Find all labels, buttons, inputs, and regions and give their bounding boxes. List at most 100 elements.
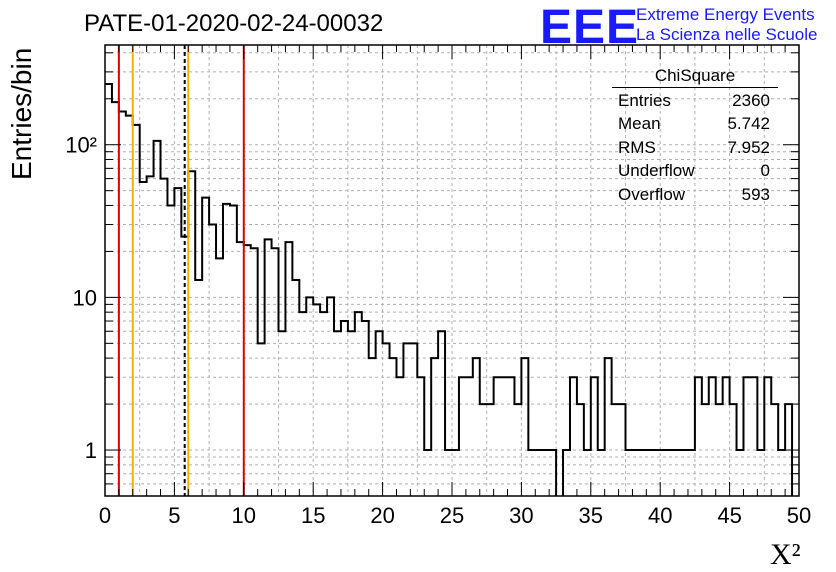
stats-label: Underflow	[618, 161, 695, 181]
histogram-bin	[612, 404, 619, 496]
histogram-bin	[674, 450, 681, 496]
histogram-bin	[716, 404, 723, 496]
x-tick-label: 30	[509, 503, 533, 528]
histogram-bin	[459, 377, 466, 496]
x-tick-label: 15	[301, 503, 325, 528]
histogram-bin	[452, 450, 459, 496]
y-axis-label: Entries/bin	[6, 47, 37, 180]
stats-row: RMS 7.952	[612, 138, 778, 161]
stats-row: Underflow 0	[612, 161, 778, 184]
histogram-bin	[424, 450, 431, 496]
histogram-bin	[723, 377, 730, 496]
histogram-bin	[313, 304, 320, 496]
histogram-bin	[188, 171, 195, 496]
x-tick-label: 45	[717, 503, 741, 528]
histogram-bin	[508, 377, 515, 496]
histogram-bin	[306, 297, 313, 496]
stats-label: Entries	[618, 91, 671, 110]
histogram-bin	[743, 377, 750, 496]
histogram-bin	[390, 358, 397, 496]
histogram-bin	[681, 450, 688, 496]
histogram-bin	[195, 280, 202, 496]
histogram-bin	[598, 450, 605, 496]
histogram-bin	[619, 404, 626, 496]
histogram-bin	[112, 102, 119, 496]
histogram-bin	[528, 450, 535, 496]
logo-line-2: La Scienza nelle Scuole	[636, 25, 818, 44]
histogram-bin	[737, 450, 744, 496]
histogram-bin	[632, 450, 639, 496]
stats-label: Overflow	[618, 184, 686, 204]
histogram-bin	[126, 116, 133, 496]
histogram-bins	[105, 82, 794, 496]
histogram-bin	[466, 377, 473, 496]
histogram-bin	[549, 450, 556, 496]
histogram-bin	[750, 377, 757, 496]
x-tick-label: 20	[370, 503, 394, 528]
histogram-bin	[133, 125, 140, 496]
stats-row: Mean 5.742	[612, 114, 778, 137]
histogram-bin	[105, 84, 112, 496]
stats-value: 593	[741, 184, 770, 204]
stats-label: Mean	[618, 114, 661, 134]
x-axis-label: X²	[770, 538, 801, 571]
histogram-bin	[237, 242, 244, 496]
histogram-bin	[639, 450, 646, 496]
histogram-bin	[438, 331, 445, 496]
logo-line-1: Extreme Energy Events	[636, 5, 815, 24]
histogram-bin	[563, 450, 570, 496]
histogram-bin	[757, 450, 764, 496]
histogram-bin	[487, 404, 494, 496]
histogram-bin	[702, 404, 709, 496]
stats-value: 7.952	[727, 137, 770, 157]
x-tick-label: 0	[99, 503, 111, 528]
histogram-line	[105, 82, 794, 496]
x-tick-label: 50	[787, 503, 811, 528]
histogram-bin	[327, 297, 334, 496]
histogram-bin	[695, 377, 702, 496]
y-tick-label: 10	[73, 285, 97, 310]
histogram-bin	[591, 377, 598, 496]
histogram-bin	[501, 377, 508, 496]
histogram-bin	[147, 176, 154, 496]
x-axis: 0 5 10 15 20 25 30 35 40 45 50	[99, 45, 811, 528]
histogram-bin	[119, 112, 126, 496]
x-tick-label: 5	[168, 503, 180, 528]
histogram-bin	[167, 205, 174, 496]
histogram-bin	[272, 248, 279, 496]
histogram-bin	[320, 312, 327, 496]
x-tick-label: 40	[648, 503, 672, 528]
histogram-bin	[285, 242, 292, 496]
histogram-bin	[251, 248, 258, 496]
stats-value: 2360	[732, 91, 770, 110]
histogram-bin	[521, 358, 528, 496]
histogram-bin	[417, 377, 424, 496]
histogram-bin	[542, 450, 549, 496]
histogram-bin	[480, 404, 487, 496]
histogram-bin	[258, 343, 265, 496]
histogram-bin	[431, 358, 438, 496]
histogram-bin	[292, 280, 299, 496]
histogram-bin	[535, 450, 542, 496]
stats-value: 5.742	[727, 114, 770, 134]
histogram-bin	[216, 258, 223, 496]
histogram-bin	[341, 321, 348, 496]
stats-label: RMS	[618, 137, 656, 157]
histogram-bin	[355, 312, 362, 496]
histogram-bin	[473, 358, 480, 496]
histogram-bin	[279, 331, 286, 496]
y-tick-label: 10²	[65, 133, 97, 158]
histogram-bin	[494, 377, 501, 496]
histogram-bin	[688, 450, 695, 496]
x-tick-label: 35	[579, 503, 603, 528]
histogram-bin	[299, 312, 306, 496]
histogram-bin	[584, 450, 591, 496]
stats-row: Overflow 593	[612, 185, 778, 208]
histogram-bin	[771, 404, 778, 496]
histogram-bin	[223, 204, 230, 496]
histogram-bin	[730, 404, 737, 496]
histogram-bin	[209, 225, 216, 496]
y-axis: 1 10 10²	[65, 52, 799, 497]
stats-title: ChiSquare	[612, 66, 778, 88]
